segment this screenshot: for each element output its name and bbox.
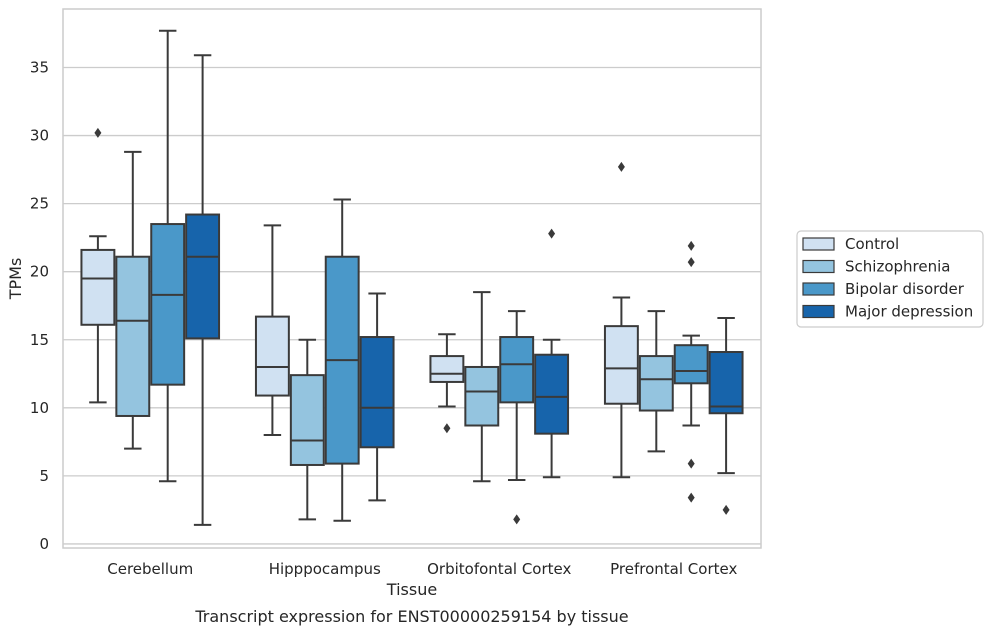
box-control [603,161,639,479]
y-tick-label: 10 [30,399,49,417]
outlier-point [687,492,695,503]
legend-swatch [802,304,835,319]
box-schizophrenia [464,291,500,483]
box [708,351,744,415]
box [254,315,290,397]
y-tick-label: 20 [30,263,49,281]
y-tick-label: 30 [30,127,49,145]
x-tick-label: Prefrontal Cortex [610,560,737,578]
x-tick-label: Orbitofontal Cortex [427,560,571,578]
box-major-depression [534,228,570,479]
legend-label: Schizophrenia [845,258,950,276]
outlier-point [722,504,730,515]
box-bipolar-disorder [673,240,709,503]
outlier-point [94,127,102,138]
legend-label: Bipolar disorder [845,280,965,298]
box [429,355,465,383]
legend-swatch [802,237,835,251]
outlier-point [687,257,695,268]
box-control [254,224,290,437]
y-tick-label: 35 [30,59,49,77]
box-bipolar-disorder [324,198,360,522]
legend-label: Control [845,235,899,253]
box-major-depression [708,316,744,515]
box [80,248,116,326]
box-schizophrenia [289,338,325,521]
plot-frame [62,8,762,549]
legend-swatch [802,282,835,296]
y-tick-label: 0 [39,535,49,553]
x-axis-ticks: Cerebellum Hipppocampus Orbitofontal Corte… [107,560,737,578]
box-bipolar-disorder [150,29,186,483]
x-tick-label: Cerebellum [107,560,193,578]
box [150,223,186,386]
outlier-point [687,458,695,469]
chart-caption: Transcript expression for ENST0000025915… [194,607,628,626]
legend: Control Schizophrenia Bipolar disorder Majo… [796,230,984,328]
box-control [80,127,116,404]
box [534,353,570,435]
box-major-depression [185,54,221,526]
box [185,213,221,340]
y-tick-label: 25 [30,195,49,213]
box [289,374,325,466]
box [638,355,674,412]
box-schizophrenia [638,310,674,453]
box [603,325,639,405]
box [673,344,709,385]
box [499,336,535,404]
legend-frame [796,230,984,328]
y-tick-label: 5 [39,467,49,485]
y-tick-label: 15 [30,331,49,349]
box-schizophrenia [115,150,151,450]
outlier-point [443,423,451,434]
outlier-point [617,161,625,172]
legend-swatch [802,259,835,274]
box-control [429,333,465,434]
box [359,336,395,449]
y-axis-ticks: 0 5 10 15 20 25 30 35 [30,59,49,553]
box [115,255,151,417]
x-axis-label: Tissue [386,580,437,599]
outlier-point [513,514,521,525]
legend-label: Major depression [845,303,973,321]
x-tick-label: Hipppocampus [269,560,381,578]
box-bipolar-disorder [499,310,535,525]
outlier-point [548,228,556,239]
outlier-point [687,240,695,251]
box-major-depression [359,292,395,502]
y-axis-label: TPMs [6,258,25,301]
box [464,365,500,427]
box-plot-area [80,29,744,526]
